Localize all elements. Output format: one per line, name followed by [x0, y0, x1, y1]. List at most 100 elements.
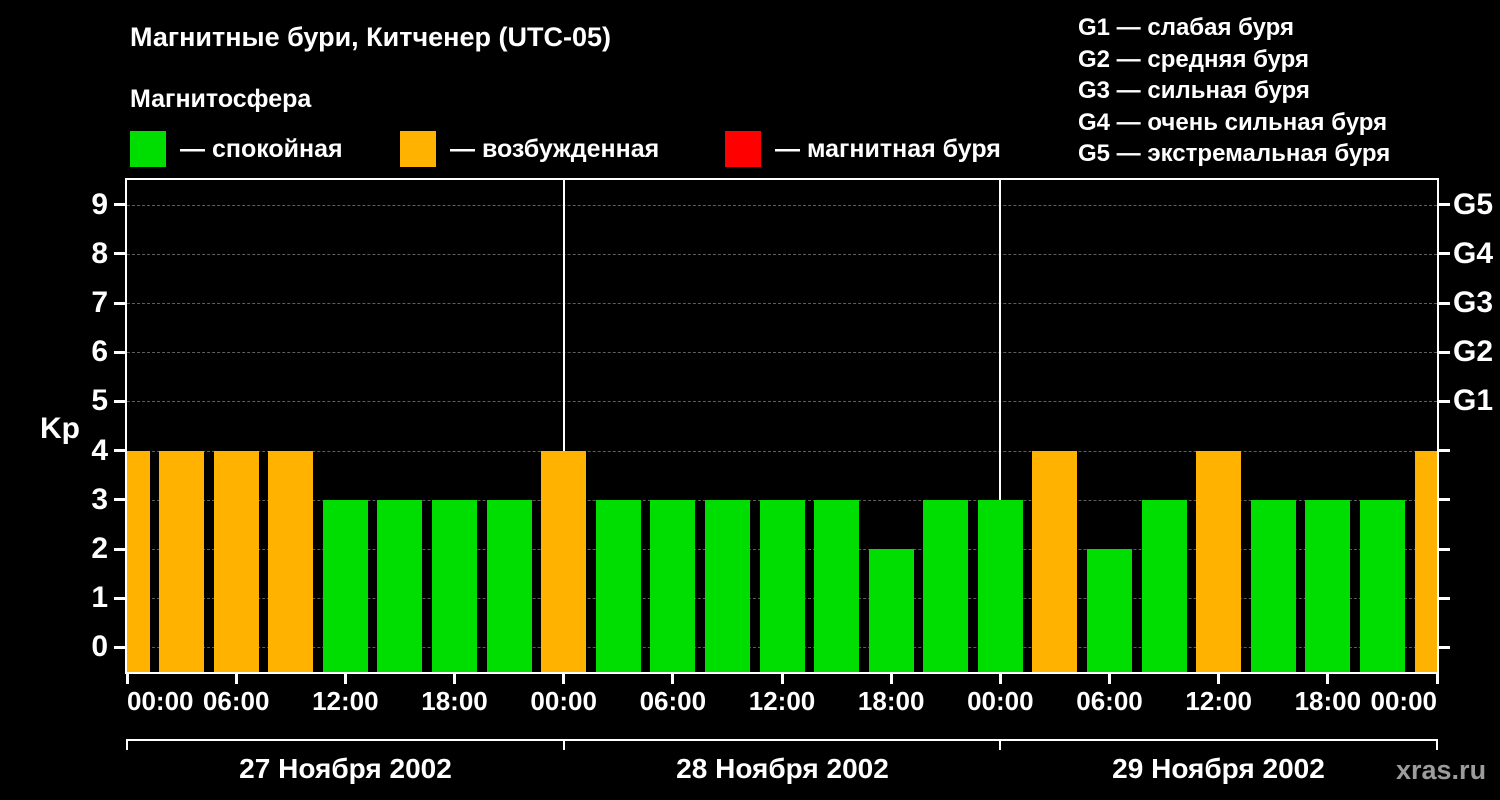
- y-axis-tick-left: [114, 350, 127, 354]
- y-axis-tick-left: [114, 547, 127, 551]
- g-scale-label: G1: [1453, 384, 1494, 418]
- excited-color-swatch: [400, 131, 436, 167]
- legend-item-excited: — возбужденная: [400, 130, 659, 168]
- legend-item-storm: — магнитная буря: [725, 130, 1001, 168]
- y-tick-label: 8: [91, 236, 108, 270]
- x-axis-tick: [1217, 674, 1221, 684]
- legend-title: Магнитосфера: [130, 85, 312, 113]
- kp-bar: [541, 450, 587, 672]
- x-axis-tick: [343, 674, 347, 684]
- x-axis-tick: [1108, 674, 1111, 684]
- y-axis-tick-right: [1437, 350, 1450, 354]
- kp-bar: [377, 499, 423, 672]
- date-label-day2: 28 Ноября 2002: [676, 753, 889, 784]
- g-legend-line-g1: G1 — слабая буря: [1078, 14, 1295, 41]
- date-bracket-line: [127, 739, 1437, 741]
- y-tick-label: 7: [91, 286, 108, 319]
- kp-bar: [923, 499, 969, 672]
- gridline: [127, 450, 1437, 452]
- kp-bar: [127, 450, 150, 672]
- y-tick-label: 1: [91, 581, 108, 615]
- date-bracket-tick: [999, 739, 1002, 750]
- legend-label-quiet: — спокойная: [180, 134, 343, 163]
- y-axis-tick-left: [114, 301, 127, 305]
- x-tick-label: 06:00: [1076, 686, 1143, 716]
- watermark: xras.ru: [1396, 755, 1487, 785]
- x-axis-tick: [562, 674, 566, 684]
- kp-bar: [704, 499, 750, 672]
- x-axis-tick: [1326, 674, 1330, 684]
- y-axis-tick-right: [1437, 596, 1450, 600]
- y-tick-label: 3: [91, 482, 108, 516]
- x-tick-label: 18:00: [857, 686, 925, 716]
- y-tick-label: 0: [91, 630, 108, 664]
- x-tick-label: 18:00: [421, 686, 488, 716]
- gridline: [127, 401, 1437, 403]
- x-tick-label: 06:00: [639, 686, 707, 716]
- y-axis-tick-left: [114, 498, 127, 502]
- kp-bar: [213, 450, 259, 672]
- x-axis-tick: [453, 674, 456, 684]
- y-axis-tick-left: [114, 596, 127, 600]
- quiet-color-swatch: [130, 131, 166, 167]
- y-axis-tick-left: [114, 252, 127, 256]
- kp-bar: [1414, 450, 1437, 672]
- g-legend-line-g2: G2 — средняя буря: [1078, 45, 1309, 73]
- kp-bar: [595, 499, 641, 672]
- y-axis-tick-left: [114, 449, 127, 453]
- kp-bar: [268, 450, 314, 672]
- kp-bar: [814, 499, 860, 672]
- g-legend-line-g5: G5 — экстремальная буря: [1078, 140, 1391, 167]
- storm-color-swatch: [725, 131, 761, 167]
- y-tick-label: 5: [91, 384, 108, 418]
- y-tick-label: 4: [91, 433, 108, 467]
- x-axis-tick: [889, 674, 893, 684]
- kp-bar: [322, 499, 368, 672]
- chart-title: Магнитные бури, Китченер (UTC-05): [130, 22, 611, 52]
- date-bracket-tick: [562, 739, 565, 750]
- y-axis-tick-left: [114, 203, 127, 207]
- kp-bar: [1087, 549, 1132, 672]
- kp-bar: [977, 499, 1023, 672]
- y-axis-tick-right: [1437, 547, 1450, 551]
- x-tick-label: 00:00: [1370, 686, 1438, 716]
- y-axis-tick-right: [1437, 449, 1450, 453]
- y-axis-tick-right: [1437, 399, 1450, 403]
- y-axis-tick-right: [1437, 645, 1450, 649]
- kp-bar: [1196, 450, 1242, 672]
- date-bracket-tick: [126, 739, 128, 750]
- y-axis-tick-left: [114, 645, 127, 649]
- g-scale-label: G5: [1453, 187, 1494, 221]
- kp-bar: [1032, 450, 1078, 672]
- kp-bar: [650, 499, 696, 672]
- x-tick-label: 12:00: [748, 686, 816, 716]
- y-axis-tick-right: [1437, 301, 1450, 305]
- legend-item-quiet: — спокойная: [130, 130, 343, 168]
- day-boundary-line: [562, 180, 565, 672]
- y-tick-label: 2: [91, 532, 108, 565]
- y-axis-tick-right: [1437, 203, 1450, 207]
- kp-bar: [1141, 499, 1187, 672]
- gridline: [127, 253, 1437, 255]
- x-tick-label: 00:00: [530, 686, 597, 716]
- g-scale-label: G2: [1453, 335, 1494, 369]
- x-axis-tick: [780, 674, 784, 684]
- x-axis-tick: [671, 674, 675, 684]
- g-legend-line-g3: G3 — сильная буря: [1078, 77, 1310, 104]
- x-tick-label: 00:00: [127, 686, 194, 716]
- kp-bar: [868, 549, 914, 672]
- y-tick-label: 9: [91, 187, 108, 221]
- x-axis-tick: [1435, 674, 1439, 684]
- g-scale-label: G3: [1453, 286, 1494, 319]
- day-boundary-line: [999, 180, 1002, 672]
- date-label-day1: 27 Ноября 2002: [239, 753, 452, 784]
- plot-area: [127, 180, 1437, 672]
- legend-label-excited: — возбужденная: [450, 134, 660, 163]
- kp-bar: [759, 499, 805, 672]
- y-axis-tick-left: [114, 399, 127, 403]
- kp-bar: [1305, 499, 1351, 672]
- gridline: [127, 303, 1437, 304]
- kp-bar: [1250, 499, 1296, 672]
- y-axis-tick-right: [1437, 252, 1450, 256]
